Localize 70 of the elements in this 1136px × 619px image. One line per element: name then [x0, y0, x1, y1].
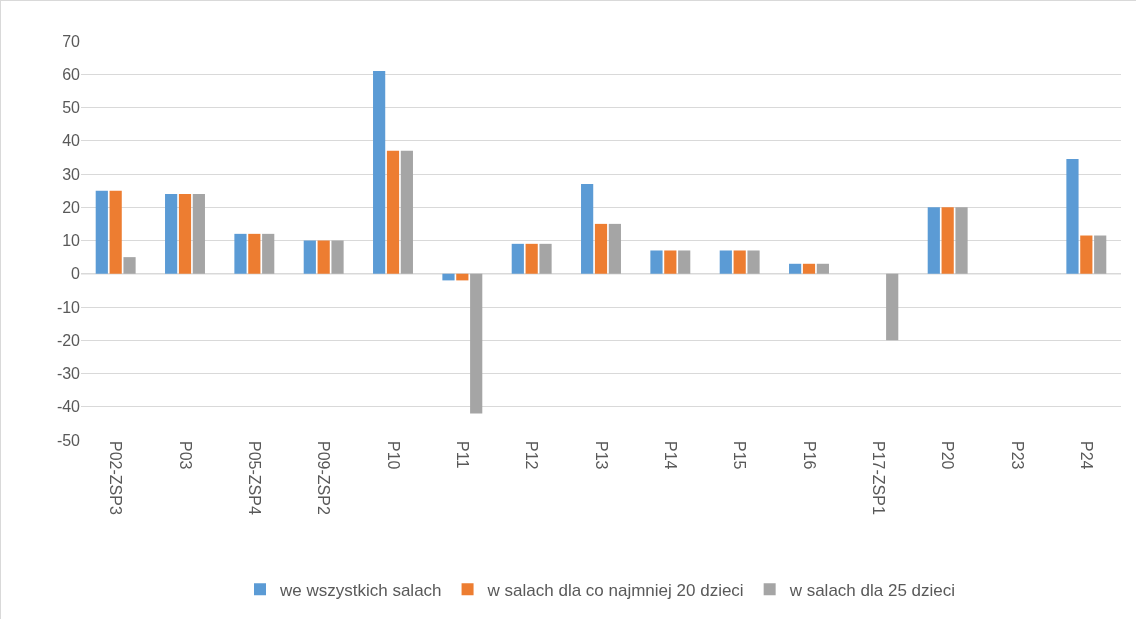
- bar: [678, 250, 691, 274]
- x-tick-label: P05-ZSP4: [246, 441, 264, 515]
- bar: [303, 240, 316, 274]
- x-tick-label: P15: [731, 441, 749, 470]
- bar: [594, 223, 608, 274]
- bar: [608, 223, 621, 274]
- bar: [1066, 159, 1079, 274]
- bar: [719, 250, 732, 274]
- bar: [234, 233, 247, 274]
- x-tick-label: P12: [523, 441, 541, 470]
- bar: [927, 207, 940, 274]
- bar: [1080, 235, 1093, 274]
- x-tick-label: P03: [176, 441, 194, 470]
- bar: [650, 250, 663, 274]
- bar: [581, 183, 594, 274]
- y-tick-label: 60: [62, 65, 81, 83]
- bar: [192, 193, 205, 274]
- bar: [373, 70, 386, 274]
- bar: [525, 243, 538, 274]
- bar: [470, 273, 483, 414]
- y-tick-label: 50: [62, 99, 81, 117]
- bar: [955, 207, 968, 274]
- x-tick-label: P24: [1078, 441, 1096, 470]
- x-tick-label: P23: [1008, 441, 1026, 470]
- x-tick-label: P20: [939, 441, 957, 470]
- bar: [109, 190, 122, 274]
- y-tick-label: -20: [56, 331, 81, 349]
- y-tick-label: -10: [56, 298, 81, 316]
- y-tick-label: 0: [71, 265, 81, 283]
- bar: [733, 250, 746, 274]
- bar: [802, 263, 816, 274]
- bar: [317, 240, 330, 274]
- x-tick-label: P14: [662, 441, 680, 470]
- y-tick-label: 10: [62, 232, 81, 250]
- legend-label: w salach dla co najmniej 20 dzieci: [486, 580, 744, 600]
- y-tick-label: 40: [62, 132, 81, 150]
- y-tick-label: -30: [56, 365, 81, 383]
- bar: [165, 193, 178, 274]
- x-tick-label: P10: [384, 441, 402, 470]
- bar: [941, 207, 954, 274]
- bar: [331, 240, 344, 274]
- bar: [248, 233, 261, 274]
- bar: [442, 273, 455, 281]
- bar: [123, 257, 136, 274]
- x-tick-label: P17-ZSP1: [870, 441, 888, 515]
- bar: [816, 263, 829, 274]
- x-tick-label: P13: [592, 441, 610, 470]
- x-tick-label: P09-ZSP2: [315, 441, 333, 515]
- x-tick-label: P02-ZSP3: [107, 441, 125, 515]
- bar: [1094, 235, 1107, 274]
- bar: [95, 190, 108, 274]
- bar: [539, 243, 552, 274]
- bar: [178, 193, 192, 274]
- bar: [386, 150, 400, 274]
- bar: [400, 150, 413, 274]
- y-tick-label: -40: [56, 398, 81, 416]
- y-tick-label: -50: [56, 431, 81, 449]
- bar: [886, 273, 899, 341]
- bar: [262, 233, 275, 274]
- bar: [511, 243, 524, 274]
- legend-label: w salach dla 25 dzieci: [788, 580, 956, 600]
- bar: [664, 250, 677, 274]
- x-tick-label: P16: [800, 441, 818, 470]
- y-tick-label: 30: [62, 165, 81, 183]
- legend-label: we wszystkich salach: [279, 580, 442, 600]
- x-tick-label: P11: [454, 441, 472, 469]
- bar: [789, 263, 802, 274]
- y-tick-label: 70: [62, 32, 81, 50]
- bar: [747, 250, 760, 274]
- y-tick-label: 20: [62, 198, 81, 216]
